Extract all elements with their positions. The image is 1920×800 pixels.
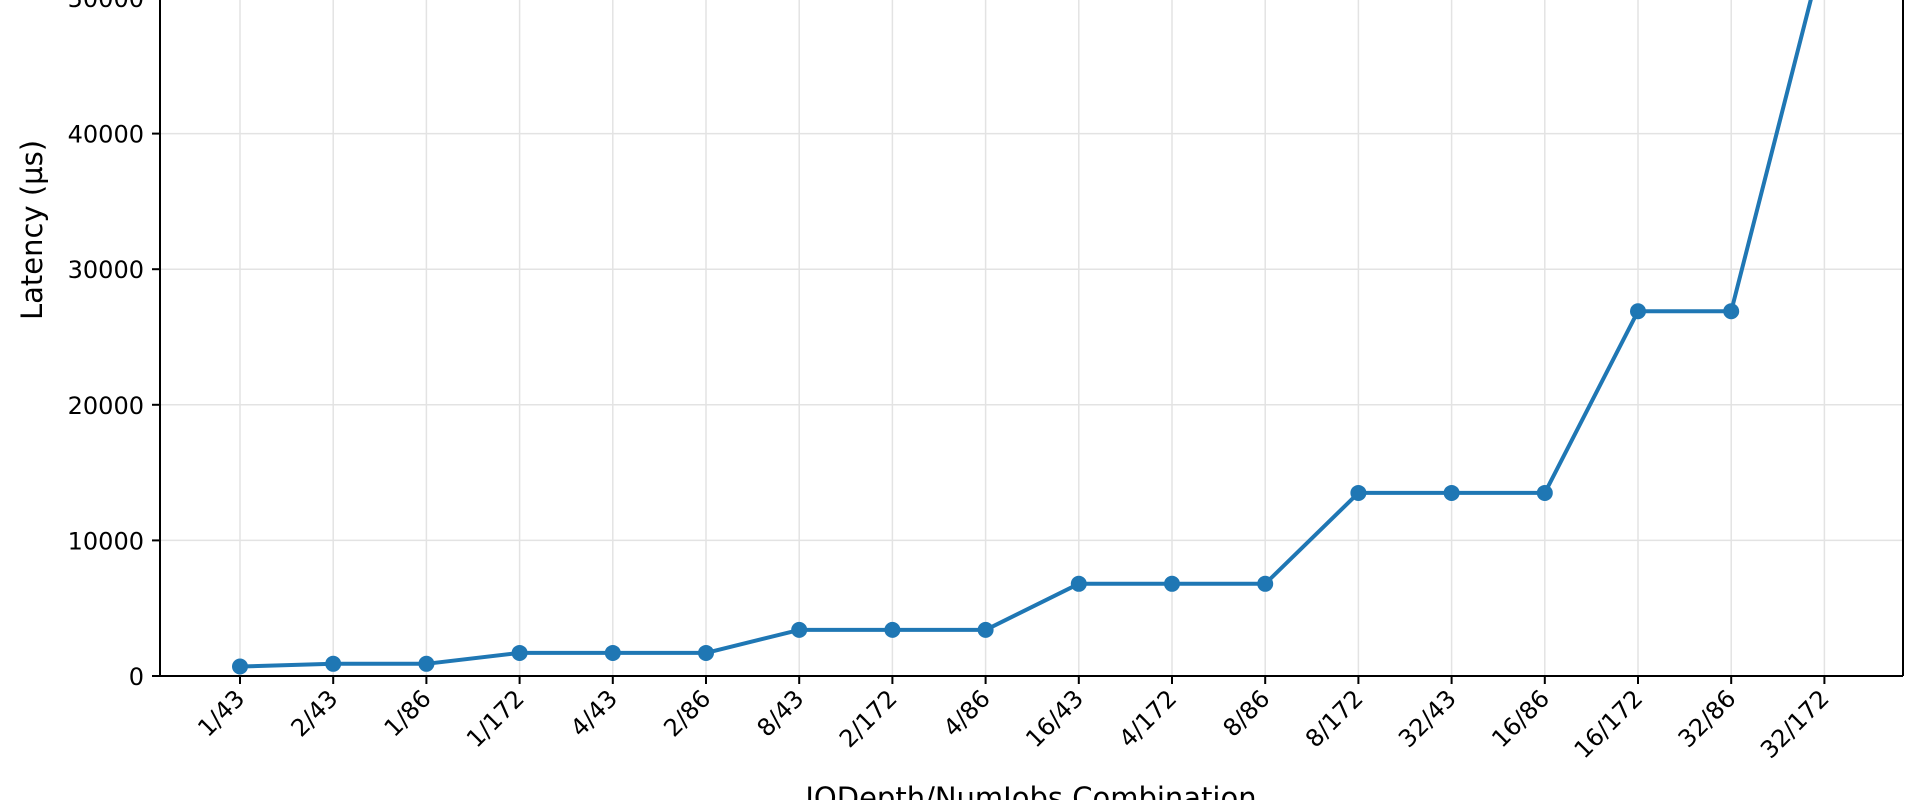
x-tick-label: 1/86 xyxy=(379,684,437,742)
x-tick-label: 16/86 xyxy=(1486,684,1555,753)
data-point xyxy=(1630,303,1646,320)
x-tick-label: 4/86 xyxy=(938,684,996,742)
axes xyxy=(159,0,1904,677)
data-point xyxy=(1723,303,1740,320)
grid-lines xyxy=(160,0,1903,677)
x-tick-label: 32/86 xyxy=(1673,684,1742,753)
data-point xyxy=(977,621,994,638)
data-point xyxy=(1164,575,1180,592)
data-point xyxy=(884,621,901,638)
data-point xyxy=(791,621,808,638)
y-tick-label: 0 xyxy=(129,663,144,691)
x-tick-label: 8/172 xyxy=(1300,684,1369,753)
x-tick-label: 8/43 xyxy=(752,684,810,742)
y-tick-label: 10000 xyxy=(68,527,144,555)
y-tick-label: 30000 xyxy=(68,256,144,284)
data-point xyxy=(511,644,528,661)
x-tick-label: 2/43 xyxy=(286,684,344,742)
series-line xyxy=(239,0,1813,669)
data-point xyxy=(604,644,621,661)
data-point xyxy=(1536,484,1553,501)
y-tick-label: 20000 xyxy=(68,392,144,420)
data-point xyxy=(1257,575,1274,592)
series-layer xyxy=(232,0,1813,675)
y-tick-label: 40000 xyxy=(68,121,144,149)
x-tick-label: 1/43 xyxy=(192,684,250,742)
y-tick-label: 50000 xyxy=(68,0,144,13)
data-point xyxy=(1070,575,1087,592)
x-tick-label: 1/172 xyxy=(461,684,530,753)
x-tick-label: 2/172 xyxy=(834,684,903,753)
x-axis-title: IODepth/NumJobs Combination xyxy=(805,781,1256,800)
x-tick-label: 8/86 xyxy=(1218,684,1276,742)
y-axis-title: Latency (µs) xyxy=(15,140,49,320)
data-point xyxy=(232,658,248,675)
data-point xyxy=(325,655,342,672)
x-tick-label: 4/43 xyxy=(565,684,623,742)
x-tick-label: 16/172 xyxy=(1569,684,1649,764)
data-point xyxy=(418,655,435,672)
x-tick-label: 2/86 xyxy=(658,684,716,742)
x-tick-label: 32/43 xyxy=(1393,684,1462,753)
x-tick-label: 32/172 xyxy=(1755,684,1835,764)
data-point xyxy=(698,644,714,661)
x-tick-label: 4/172 xyxy=(1114,684,1183,753)
data-point xyxy=(1350,484,1367,501)
x-tick-label: 16/43 xyxy=(1020,684,1089,753)
data-point xyxy=(1443,484,1460,501)
